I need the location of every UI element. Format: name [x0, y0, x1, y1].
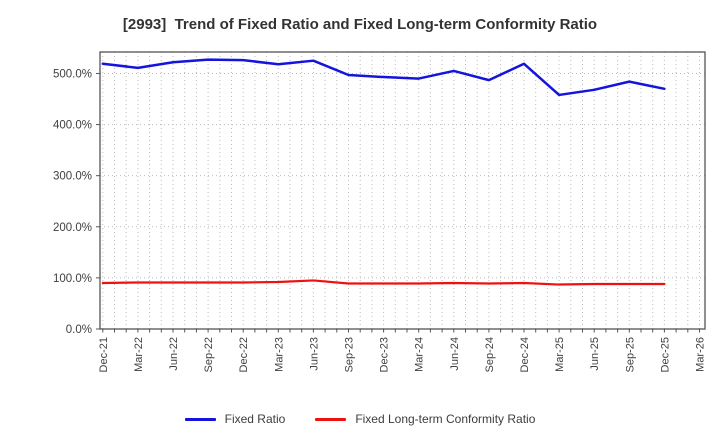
x-tick-label: Mar-23: [273, 337, 285, 372]
y-tick-label: 400.0%: [53, 120, 92, 132]
legend-item-fixed-ratio: Fixed Ratio: [184, 412, 286, 426]
legend: Fixed Ratio Fixed Long-term Conformity R…: [0, 412, 720, 426]
x-tick-label: Sep-25: [624, 337, 636, 372]
chart-title: [2993] Trend of Fixed Ratio and Fixed Lo…: [122, 16, 598, 33]
legend-label: Fixed Ratio: [224, 412, 286, 426]
x-tick-label: Sep-22: [203, 337, 215, 372]
fixed-ratio-line-swatch: [184, 417, 216, 421]
x-tick-label: Mar-24: [414, 337, 426, 372]
x-tick-label: Jun-24: [449, 337, 461, 371]
x-tick-label: Sep-24: [484, 337, 496, 372]
y-tick-label: 100.0%: [53, 273, 92, 285]
x-tick-label: Mar-25: [554, 337, 566, 372]
fixed-ratio-series-line: [101, 58, 666, 97]
x-tick-label: Mar-26: [695, 337, 707, 372]
y-tick-label: 0.0%: [66, 324, 92, 336]
conformity-ratio-series-line: [101, 279, 666, 286]
x-tick-label: Dec-24: [519, 337, 531, 372]
plot-frame: [99, 51, 706, 330]
x-tick-label: Jun-22: [168, 337, 180, 371]
x-tick-label: Dec-22: [238, 337, 250, 372]
y-tick-label: 200.0%: [53, 222, 92, 234]
x-tick-label: Jun-25: [589, 337, 601, 371]
conformity-ratio-line-swatch: [315, 417, 347, 421]
x-tick-label: Dec-25: [659, 337, 671, 372]
y-tick-label: 300.0%: [53, 171, 92, 183]
legend-label: Fixed Long-term Conformity Ratio: [355, 412, 536, 426]
legend-item-conformity-ratio: Fixed Long-term Conformity Ratio: [315, 412, 535, 426]
x-tick-label: Dec-21: [98, 337, 110, 372]
x-tick-label: Mar-22: [133, 337, 145, 372]
x-tick-label: Sep-23: [344, 337, 356, 372]
y-tick-label: 500.0%: [53, 68, 92, 80]
x-tick-label: Jun-23: [308, 337, 320, 371]
x-tick-label: Dec-23: [379, 337, 391, 372]
